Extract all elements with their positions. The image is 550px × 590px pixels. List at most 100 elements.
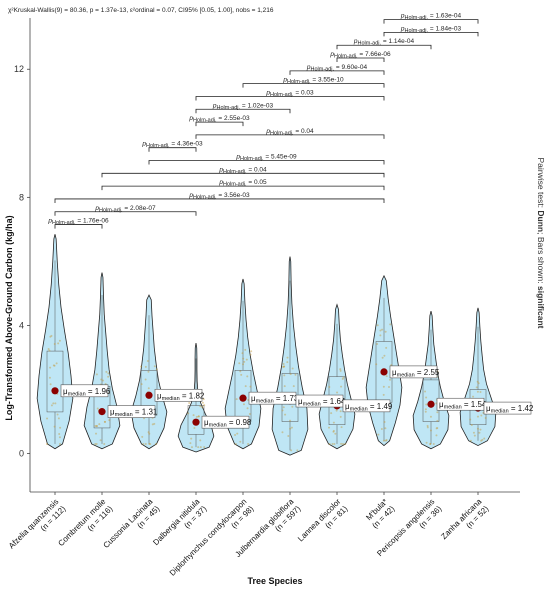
data-point [49, 366, 52, 369]
data-point [383, 421, 386, 424]
median-label-text: μmedian = 1.96 [63, 387, 111, 398]
comparison-label: pHolm-adj. = 0.04 [218, 166, 267, 175]
data-point [340, 385, 343, 388]
data-point [424, 408, 427, 411]
data-point [377, 433, 380, 436]
comparison-label: pHolm-adj. = 1.76e-06 [47, 218, 109, 227]
comparison-bracket [195, 108, 291, 114]
data-point [95, 432, 98, 435]
data-point [239, 440, 242, 443]
data-point [103, 442, 106, 445]
data-point [48, 349, 51, 352]
caption-prefix: Pairwise test: [536, 158, 546, 211]
data-point [94, 424, 97, 427]
data-point [201, 401, 204, 404]
data-point [45, 442, 48, 445]
data-point [341, 377, 344, 380]
comparison-bracket [242, 83, 385, 88]
data-point [234, 442, 237, 445]
data-point [148, 432, 151, 435]
comparison-bracket [336, 44, 432, 50]
data-point [190, 437, 193, 440]
median-point [427, 400, 435, 408]
median-label: μmedian = 1.54 [436, 397, 487, 411]
data-point [238, 362, 241, 365]
caption-shown: significant [536, 286, 546, 329]
data-point [286, 356, 289, 359]
data-point [58, 433, 61, 436]
data-point [246, 407, 249, 410]
data-point [189, 442, 192, 445]
data-point [58, 339, 61, 342]
data-point [472, 395, 475, 398]
data-point [247, 442, 250, 445]
data-point [281, 431, 284, 434]
data-point [242, 363, 245, 366]
data-point [432, 442, 435, 445]
x-tick-labels: Afzelia quanzensis(n = 112)Combretum mol… [7, 492, 491, 578]
median-label-box [342, 399, 391, 413]
data-point [472, 431, 475, 434]
comparison-bracket [54, 211, 197, 216]
data-point [247, 399, 250, 402]
data-point [140, 365, 143, 368]
comparison-label: pHolm-adj. = 2.08e-07 [94, 205, 156, 214]
data-point [57, 342, 60, 345]
data-point [239, 370, 242, 373]
data-point [154, 442, 157, 445]
median-label-text: μmedian = 1.54 [439, 400, 487, 411]
data-point [426, 426, 429, 429]
data-point [199, 439, 202, 442]
data-point [484, 416, 487, 419]
data-point [476, 390, 479, 393]
data-point [429, 415, 432, 418]
data-point [241, 352, 244, 355]
data-point [147, 370, 150, 373]
data-point [333, 442, 336, 445]
data-point [384, 330, 387, 333]
data-point [58, 442, 61, 445]
median-point [380, 368, 388, 376]
median-label: μmedian = 2.55 [389, 365, 440, 378]
comparison-label: pHolm-adj. = 1.63e-04 [400, 13, 462, 22]
data-point [50, 334, 53, 337]
median-label: μmedian = 0.98 [201, 415, 252, 429]
data-point [104, 420, 107, 423]
data-point [282, 365, 285, 368]
data-point [146, 360, 149, 363]
data-point [144, 442, 147, 445]
data-point [339, 368, 342, 371]
data-point [424, 390, 427, 393]
median-label-text: μmedian = 0.98 [204, 418, 252, 429]
data-point [477, 382, 480, 385]
data-point [339, 415, 342, 418]
data-point [202, 398, 205, 401]
data-point [153, 422, 156, 425]
data-point [144, 365, 147, 368]
data-point [332, 429, 335, 432]
median-label: μmedian = 1.49 [342, 399, 393, 413]
y-axis-title: Log-Transformed Above-Ground Carbon (kg/… [4, 215, 14, 420]
median-label-box [201, 415, 250, 429]
data-point [108, 419, 111, 422]
data-point [147, 387, 150, 390]
data-point [480, 439, 483, 442]
median-label-box [107, 405, 156, 418]
violins [36, 234, 497, 456]
comparison-bracket [195, 96, 385, 101]
caption-test: Dunn [536, 210, 546, 232]
data-point [187, 412, 190, 415]
data-point [95, 425, 98, 428]
data-point [282, 363, 285, 366]
data-point [99, 439, 102, 442]
data-point [425, 396, 428, 399]
data-point [344, 442, 347, 445]
data-point [151, 423, 154, 426]
data-point [476, 415, 479, 418]
data-point [334, 432, 337, 435]
data-point [483, 437, 486, 440]
data-point [381, 356, 384, 359]
data-point [469, 418, 472, 421]
data-point [94, 442, 97, 445]
